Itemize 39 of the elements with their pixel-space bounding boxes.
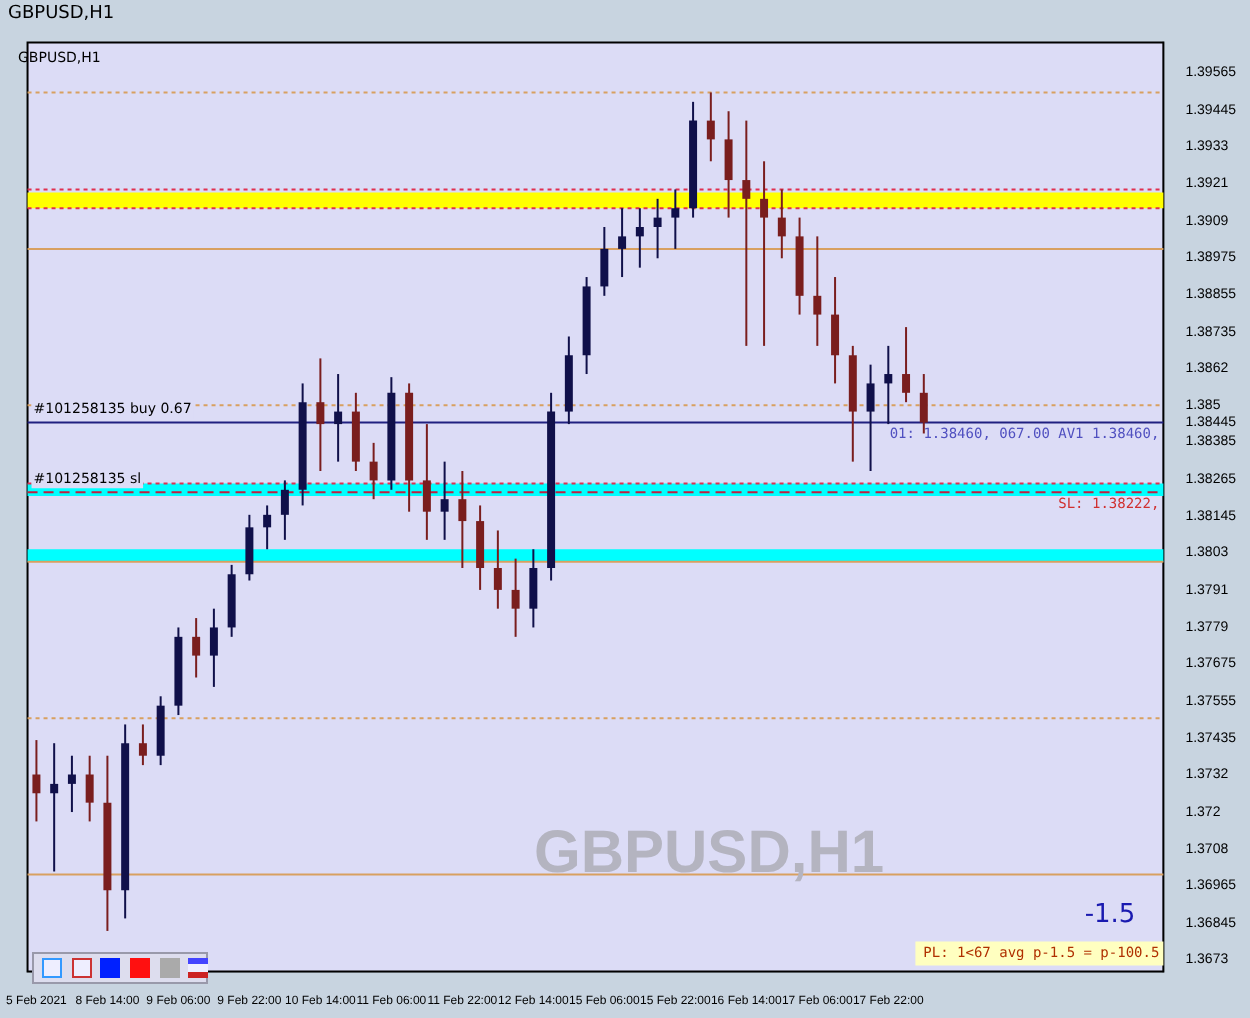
candlestick <box>777 188 786 260</box>
candlestick <box>85 754 94 823</box>
candlestick <box>32 739 41 823</box>
candlestick <box>600 225 609 297</box>
candlestick <box>192 617 201 679</box>
candlestick <box>742 119 751 347</box>
annotation: GBPUSD,H1 <box>534 820 885 887</box>
candlestick <box>760 160 769 347</box>
candlestick <box>316 357 325 473</box>
candlestick <box>866 363 875 473</box>
candlestick <box>458 470 467 570</box>
candlestick <box>138 723 147 767</box>
candlestick <box>618 207 627 279</box>
candlestick <box>511 557 520 638</box>
candlestick <box>813 235 822 347</box>
candlestick <box>67 754 76 814</box>
candlestick <box>422 423 431 541</box>
candlestick <box>209 607 218 688</box>
candlestick <box>653 197 662 260</box>
chart-title: GBPUSD,H1 <box>8 4 115 24</box>
candlestick <box>635 207 644 269</box>
candlestick <box>263 504 272 551</box>
candlestick <box>50 742 59 873</box>
candlestick <box>334 373 343 463</box>
candlestick <box>671 188 680 250</box>
candlestick <box>493 529 502 610</box>
candlestick <box>919 373 928 435</box>
candlestick <box>280 479 289 541</box>
candlestick <box>440 460 449 541</box>
candlestick <box>476 504 485 591</box>
candlestick <box>369 441 378 501</box>
candlestick <box>902 326 911 404</box>
candlestick <box>706 91 715 163</box>
candlestick <box>529 548 538 629</box>
annotation: -1.5 <box>1084 900 1136 931</box>
candlestick <box>884 344 893 426</box>
candlestick <box>724 110 733 219</box>
candlestick <box>831 276 840 385</box>
candlestick <box>245 513 254 582</box>
